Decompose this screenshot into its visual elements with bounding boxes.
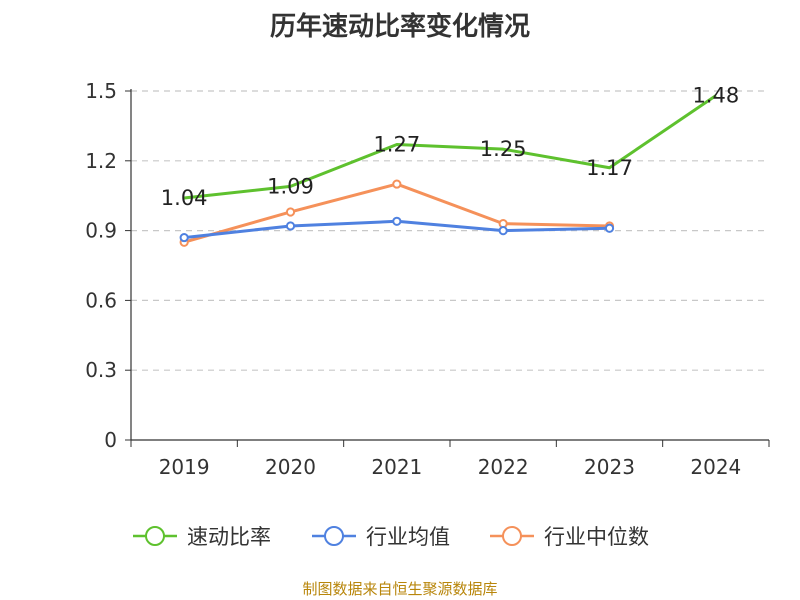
data-point (392, 216, 402, 226)
legend-label: 行业中位数 (544, 525, 649, 549)
legend-label: 速动比率 (187, 525, 271, 549)
y-tick-label: 0.6 (85, 288, 117, 312)
source-note: 制图数据来自恒生聚源数据库 (302, 580, 498, 598)
y-tick-label: 0 (104, 428, 117, 452)
legend-swatch-marker (145, 526, 165, 546)
data-label: 1.17 (586, 156, 633, 180)
legend-swatch-marker (324, 526, 344, 546)
x-tick-label: 2024 (690, 455, 741, 479)
x-tick-label: 2019 (159, 455, 210, 479)
data-point (179, 232, 189, 243)
series-line (183, 182, 610, 244)
data-label: 1.48 (692, 84, 739, 108)
data-point (604, 223, 615, 233)
legend-item[interactable]: 行业中位数 (490, 525, 649, 549)
x-tick-label: 2023 (584, 455, 635, 479)
y-tick-label: 0.9 (85, 219, 117, 243)
y-tick-label: 0.3 (85, 358, 117, 382)
x-tick-label: 2021 (371, 455, 422, 479)
data-point (285, 207, 296, 217)
x-tick-label: 2020 (265, 455, 316, 479)
legend-item[interactable]: 行业均值 (312, 525, 450, 549)
series-lines (179, 94, 717, 247)
data-label: 1.04 (161, 186, 208, 210)
data-label: 1.25 (480, 137, 527, 161)
axes: 0 0.3 0.6 0.9 1.2 1.5 2019 2020 2021 2022 2023 2024 (85, 79, 770, 479)
chart-title: 历年速动比率变化情况 (269, 12, 530, 42)
data-point (285, 221, 296, 231)
legend-swatch-marker (502, 526, 522, 546)
data-label: 1.09 (267, 174, 314, 198)
grid-lines (131, 90, 769, 371)
y-tick-label: 1.5 (85, 79, 117, 103)
data-point (498, 226, 508, 236)
legend-label: 行业均值 (366, 525, 450, 549)
y-tick-label: 1.2 (85, 149, 117, 173)
data-label: 1.27 (373, 133, 420, 157)
series-line (184, 94, 717, 200)
x-tick-label: 2022 (478, 455, 529, 479)
legend[interactable]: 速动比率 行业均值 行业中位数 (133, 525, 649, 549)
data-point (392, 179, 402, 189)
legend-item[interactable]: 速动比率 (133, 525, 271, 549)
data-labels: 1.04 1.09 1.27 1.25 1.17 1.48 (161, 84, 739, 210)
